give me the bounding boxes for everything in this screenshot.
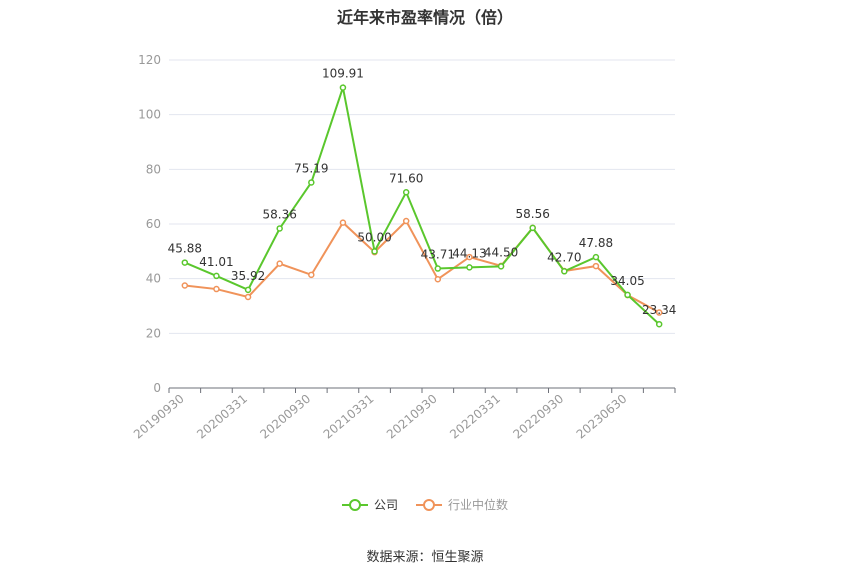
data-label: 35.92 [231,269,265,283]
data-label: 71.60 [389,171,423,185]
x-tick-label: 20210331 [321,392,377,442]
legend-item-company[interactable]: 公司 [341,496,398,513]
data-point [402,189,410,196]
data-point [434,275,442,283]
data-source-note: 数据来源：恒生聚源 [366,550,484,565]
data-label: 44.13 [452,246,486,260]
data-point [213,272,220,280]
data-point [181,259,189,266]
data-point [213,285,220,293]
data-point [371,248,378,255]
data-point [339,219,347,226]
data-point [529,224,536,232]
data-point [561,268,568,275]
data-label: 50.00 [357,230,391,244]
data-point [276,225,283,232]
y-tick-label: 80 [146,162,161,176]
legend-label-industry-median: 行业中位数 [448,498,509,512]
x-tick-label: 20190930 [131,392,187,442]
data-label: 41.01 [199,255,233,269]
x-tick-label: 20210930 [384,392,440,442]
legend-label-company: 公司 [373,498,398,512]
data-label: 58.56 [516,207,550,221]
y-tick-label: 60 [146,217,161,231]
data-label: 23.34 [642,303,676,317]
y-tick-label: 20 [146,326,161,340]
chart-legend: 公司 行业中位数 [0,496,850,513]
data-point [244,293,252,301]
data-point [466,253,473,261]
data-label: 58.36 [263,207,297,221]
chart-title: 近年来市盈率情况（倍） [336,8,513,27]
y-tick-label: 0 [153,381,161,395]
legend-marker-company [341,498,368,511]
data-label: 44.50 [484,245,518,259]
data-point [434,265,442,272]
data-label: 47.88 [579,236,613,250]
data-point [308,179,315,186]
x-tick-label: 20200331 [194,392,250,442]
data-point [402,217,410,225]
data-point [655,309,663,316]
legend-item-industry-median[interactable]: 行业中位数 [416,496,508,513]
data-point [592,262,600,270]
series-line-0 [184,83,660,325]
data-label: 43.71 [421,248,455,262]
x-tick-label: 20220331 [447,392,503,442]
data-label: 109.91 [322,67,364,81]
data-point [339,84,347,91]
data-label: 45.88 [168,242,202,256]
x-tick-label: 20200930 [257,392,313,442]
data-label: 75.19 [294,161,328,175]
series-line-1 [184,219,660,314]
legend-marker-industry-median [416,498,442,511]
data-point [308,271,315,279]
x-tick-label: 20230630 [574,392,630,442]
data-label: 34.05 [610,274,644,288]
data-point [276,260,283,267]
data-point [244,286,252,294]
y-tick-label: 40 [146,272,161,286]
data-label: 42.70 [547,250,581,264]
data-point [655,320,663,328]
data-point [497,263,505,270]
data-point [592,253,600,261]
y-tick-label: 120 [138,53,161,67]
x-tick-label: 20220930 [510,392,566,442]
y-tick-label: 100 [138,108,161,122]
data-point [466,264,473,271]
data-point [181,282,189,289]
data-point [624,291,631,299]
